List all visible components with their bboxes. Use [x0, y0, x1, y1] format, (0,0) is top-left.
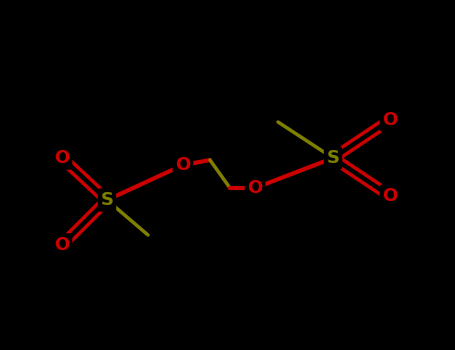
Text: O: O [175, 156, 191, 174]
Text: O: O [248, 179, 263, 197]
Text: O: O [55, 149, 70, 167]
Text: O: O [382, 111, 398, 129]
Text: S: S [101, 191, 113, 209]
Text: S: S [327, 149, 339, 167]
Text: O: O [55, 236, 70, 254]
Text: O: O [382, 187, 398, 205]
